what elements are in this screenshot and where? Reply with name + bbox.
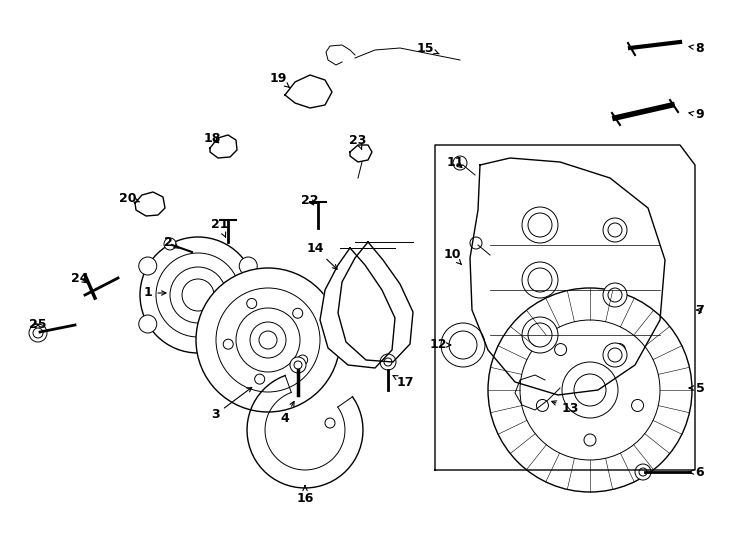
Circle shape [441,323,485,367]
Text: 10: 10 [443,248,462,265]
Text: 6: 6 [689,465,705,478]
Text: 9: 9 [689,109,705,122]
Circle shape [29,324,47,342]
Circle shape [196,268,340,412]
Text: 12: 12 [429,339,451,352]
Circle shape [584,434,596,446]
Text: 19: 19 [269,71,289,87]
Circle shape [380,354,396,370]
Circle shape [522,262,558,298]
Circle shape [298,355,308,365]
Text: 2: 2 [164,235,178,248]
Text: 1: 1 [144,287,166,300]
Circle shape [239,315,257,333]
Text: 20: 20 [119,192,139,205]
Circle shape [603,218,627,242]
Circle shape [139,315,157,333]
Circle shape [325,418,335,428]
Text: 23: 23 [349,133,367,150]
Circle shape [164,238,176,250]
Circle shape [522,207,558,243]
Circle shape [239,257,257,275]
Polygon shape [320,248,395,368]
Text: 15: 15 [416,42,439,55]
Circle shape [223,339,233,349]
Text: 11: 11 [446,156,464,168]
Text: 18: 18 [203,132,221,145]
Text: 14: 14 [306,241,337,269]
Circle shape [537,400,548,411]
Text: 5: 5 [689,381,705,395]
Text: 8: 8 [689,42,705,55]
Circle shape [139,257,157,275]
Circle shape [470,237,482,249]
Circle shape [614,343,625,355]
Text: 3: 3 [211,387,252,422]
Circle shape [293,308,302,318]
Circle shape [635,464,651,480]
Polygon shape [338,242,413,362]
Text: 21: 21 [211,219,229,237]
Text: 13: 13 [552,401,578,415]
Text: 4: 4 [280,402,294,424]
Circle shape [290,357,306,373]
Circle shape [522,317,558,353]
Circle shape [555,343,567,355]
Circle shape [140,237,256,353]
Circle shape [453,156,467,170]
Circle shape [255,374,265,384]
Text: 22: 22 [301,193,319,206]
Text: 25: 25 [29,319,47,332]
Text: 17: 17 [393,375,414,388]
Circle shape [603,343,627,367]
Circle shape [603,283,627,307]
Text: 24: 24 [71,272,89,285]
Text: 16: 16 [297,486,313,504]
Text: 7: 7 [696,303,705,316]
Circle shape [247,299,257,308]
Circle shape [631,400,644,411]
